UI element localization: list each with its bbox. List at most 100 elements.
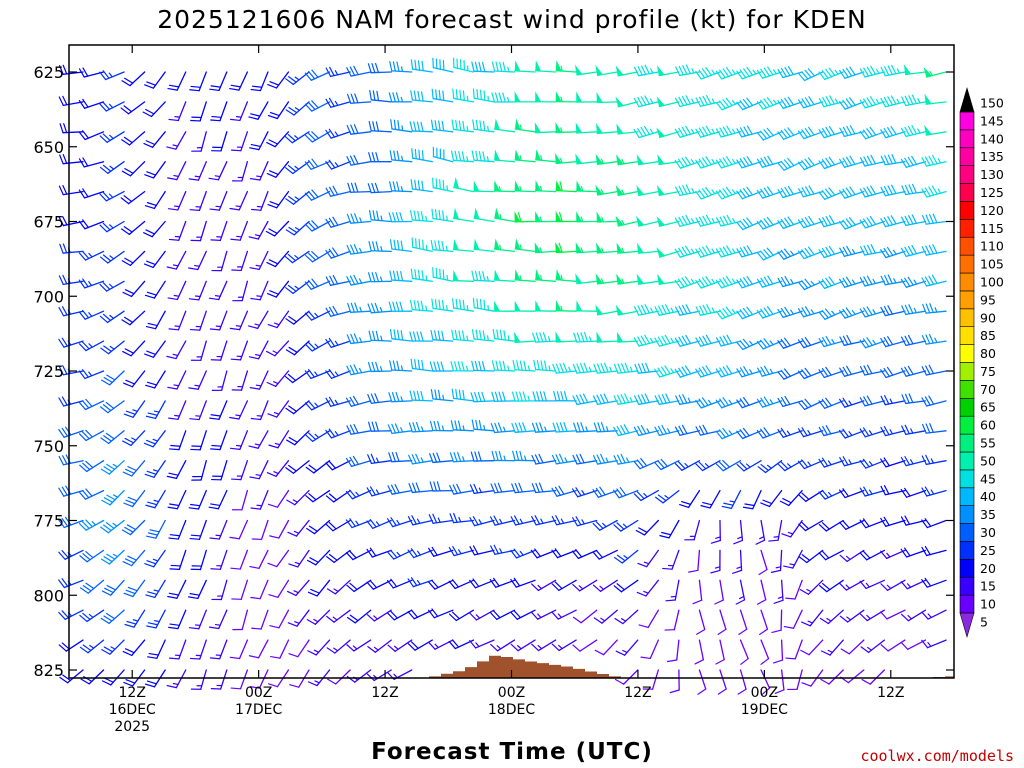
wind-barb bbox=[715, 397, 742, 409]
wind-barb bbox=[79, 639, 105, 654]
wind-barb bbox=[555, 242, 577, 254]
wind-barb bbox=[514, 331, 536, 343]
wind-barb bbox=[250, 71, 269, 92]
wind-barb bbox=[369, 90, 392, 103]
wind-barb bbox=[756, 127, 783, 141]
wind-barb bbox=[554, 153, 577, 165]
wind-barb bbox=[367, 361, 392, 373]
wind-barb bbox=[366, 609, 392, 622]
wind-barb bbox=[633, 125, 659, 139]
wind-barb bbox=[820, 669, 844, 685]
wind-barb bbox=[144, 280, 166, 299]
wind-barb bbox=[389, 181, 413, 193]
wind-barb bbox=[880, 125, 906, 139]
wind-barb bbox=[267, 310, 290, 329]
wind-barb bbox=[211, 579, 228, 601]
wind-barb bbox=[230, 340, 249, 361]
wind-barb bbox=[511, 391, 536, 402]
wind-barb bbox=[654, 304, 680, 316]
wind-barb bbox=[839, 609, 865, 623]
wind-barb bbox=[781, 519, 803, 538]
wind-barb bbox=[656, 96, 680, 108]
wind-barb bbox=[78, 250, 105, 261]
wind-barb bbox=[230, 101, 249, 122]
wind-barb bbox=[489, 609, 516, 621]
wind-barb bbox=[839, 397, 865, 408]
wind-barb bbox=[409, 121, 433, 133]
wind-barb bbox=[736, 97, 762, 111]
wind-barb bbox=[409, 210, 433, 223]
wind-barb bbox=[489, 515, 516, 526]
wind-barb bbox=[613, 424, 639, 437]
wind-barb bbox=[534, 91, 557, 103]
wind-barb bbox=[249, 549, 269, 569]
wind-barb bbox=[921, 545, 947, 557]
wind-barb bbox=[304, 189, 331, 201]
wind-barb bbox=[248, 310, 269, 330]
wind-barb bbox=[209, 190, 228, 211]
colorbar-label: 55 bbox=[980, 436, 996, 451]
wind-barb bbox=[675, 184, 701, 197]
wind-barb bbox=[531, 422, 557, 433]
wind-barb bbox=[860, 639, 886, 654]
wind-barb bbox=[251, 609, 269, 630]
wind-barb bbox=[58, 549, 84, 560]
wind-barb bbox=[736, 217, 762, 231]
wind-barb bbox=[736, 125, 762, 138]
wind-barb bbox=[59, 64, 84, 75]
wind-barb bbox=[407, 515, 433, 526]
wind-barb bbox=[512, 450, 536, 462]
wind-barb bbox=[491, 92, 516, 103]
wind-barb bbox=[367, 62, 392, 74]
wind-barb bbox=[633, 457, 659, 470]
wind-barb bbox=[880, 549, 906, 560]
wind-barb bbox=[122, 639, 146, 657]
wind-barb bbox=[78, 219, 105, 230]
wind-barb bbox=[638, 609, 659, 629]
wind-barb bbox=[514, 180, 536, 193]
wind-barb bbox=[430, 389, 454, 402]
wind-barb bbox=[407, 609, 433, 620]
wind-barb bbox=[679, 489, 701, 509]
wind-barb bbox=[859, 126, 886, 140]
wind-barb bbox=[453, 177, 475, 193]
wind-barb bbox=[635, 519, 659, 536]
wind-barb bbox=[654, 393, 680, 405]
wind-barb bbox=[80, 669, 105, 685]
wind-barb bbox=[901, 183, 927, 196]
wind-barb bbox=[410, 358, 433, 372]
wind-barb bbox=[797, 68, 824, 82]
wind-barb bbox=[286, 579, 310, 597]
wind-barb bbox=[307, 579, 331, 597]
wind-barb bbox=[250, 280, 269, 301]
wind-barb bbox=[756, 365, 783, 377]
wind-barb bbox=[798, 306, 824, 318]
wind-barb bbox=[190, 430, 207, 451]
wind-barb bbox=[248, 340, 269, 360]
wind-barb bbox=[367, 421, 392, 432]
wind-barb bbox=[346, 609, 372, 624]
wind-barb bbox=[249, 250, 269, 271]
wind-barb bbox=[325, 305, 351, 317]
wind-barb bbox=[452, 270, 475, 282]
wind-barb bbox=[469, 609, 495, 621]
wind-barb bbox=[451, 388, 475, 402]
wind-barb bbox=[777, 65, 803, 79]
wind-barb bbox=[859, 579, 886, 590]
wind-barb bbox=[819, 579, 844, 593]
wind-barb bbox=[408, 453, 433, 465]
wind-barb bbox=[839, 334, 865, 346]
wind-barb bbox=[123, 370, 146, 388]
wind-barb bbox=[534, 180, 557, 193]
wind-barb bbox=[613, 453, 639, 465]
wind-barb bbox=[267, 549, 290, 568]
wind-barb bbox=[777, 306, 803, 319]
wind-barb bbox=[799, 579, 824, 595]
wind-barb bbox=[79, 609, 105, 623]
wind-barb bbox=[347, 182, 372, 193]
wind-barb bbox=[346, 213, 372, 224]
wind-barb bbox=[287, 519, 310, 537]
wind-barb bbox=[431, 298, 454, 312]
wind-barb bbox=[306, 549, 331, 566]
wind-barb bbox=[285, 460, 310, 474]
